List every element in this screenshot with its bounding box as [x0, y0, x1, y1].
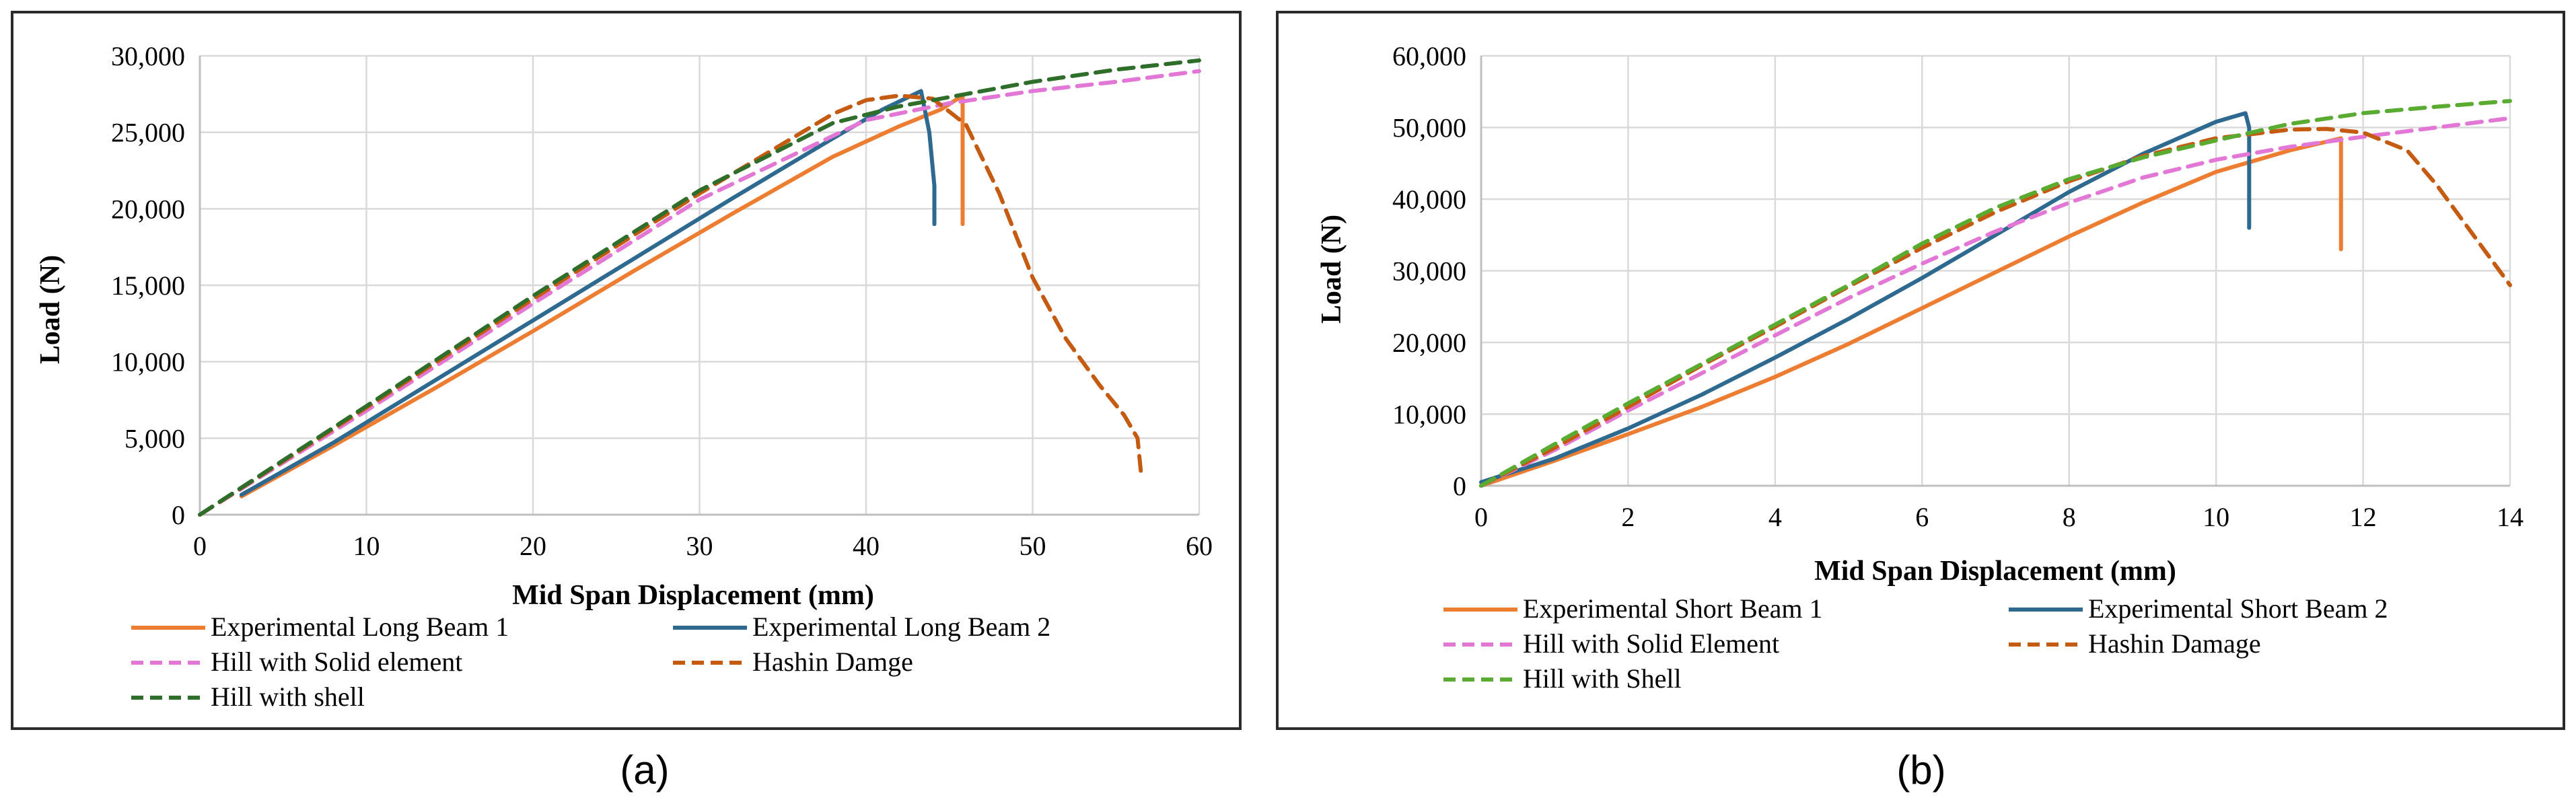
y-tick-label: 50,000: [1392, 113, 1466, 143]
y-tick-label: 0: [1453, 471, 1466, 501]
x-tick-label: 60: [1186, 531, 1213, 561]
series-line-5: [198, 58, 1201, 517]
legend-label-3: Hill with Solid element: [211, 647, 462, 677]
x-tick-label: 8: [2063, 502, 2076, 532]
panel-a-series: [198, 58, 1201, 517]
y-tick-label: 5,000: [124, 423, 185, 453]
legend-label-4: Hashin Damage: [2088, 628, 2261, 659]
x-tick-label: 6: [1915, 502, 1929, 532]
panel-b-y-axis-label: Load (N): [1316, 215, 1347, 324]
legend-label-2: Experimental Long Beam 2: [752, 612, 1050, 642]
y-tick-label: 10,000: [1392, 400, 1466, 430]
legend-label-5: Hill with shell: [211, 682, 365, 712]
x-tick-label: 20: [520, 531, 546, 561]
panel-a-frame: [11, 11, 1242, 730]
series-line-3: [198, 69, 1201, 517]
x-tick-label: 10: [2203, 502, 2229, 532]
x-tick-label: 0: [193, 531, 207, 561]
y-tick-label: 0: [172, 500, 185, 530]
y-tick-label: 10,000: [111, 347, 185, 377]
series-line-1: [1479, 136, 2343, 488]
x-tick-label: 40: [853, 531, 880, 561]
x-tick-label: 14: [2497, 502, 2524, 532]
panel-a: 0 5,000 10,000 15,000 20,000 25,000 30,000 0 10 2…: [11, 11, 1242, 793]
y-tick-label: 60,000: [1392, 41, 1466, 71]
legend-label-3: Hill with Solid Element: [1523, 628, 1779, 659]
series-line-4: [198, 94, 1143, 517]
panel-b: 0 10,000 20,000 30,000 40,000 50,000 60,000 0 2 4…: [1276, 11, 2565, 793]
panel-b-ticks: 0 10,000 20,000 30,000 40,000 50,000 60,000 0 2 4…: [1392, 41, 2524, 532]
y-tick-label: 30,000: [111, 41, 185, 71]
panel-a-gridlines: [199, 54, 1201, 516]
x-tick-label: 0: [1474, 502, 1488, 532]
y-tick-label: 15,000: [111, 270, 185, 301]
x-tick-label: 50: [1019, 531, 1046, 561]
legend-label-1: Experimental Short Beam 1: [1523, 593, 1822, 624]
series-line-2: [239, 89, 937, 497]
y-tick-label: 20,000: [1392, 328, 1466, 358]
y-tick-label: 40,000: [1392, 184, 1466, 215]
panel-a-legend: Experimental Long Beam 1 Experimental Lon…: [131, 612, 1050, 712]
legend-label-1: Experimental Long Beam 1: [211, 612, 509, 642]
panel-a-x-axis-label: Mid Span Displacement (mm): [512, 580, 874, 611]
panel-a-y-axis-label: Load (N): [35, 255, 66, 364]
panel-b-series: [1479, 99, 2512, 488]
x-tick-label: 4: [1768, 502, 1782, 532]
series-line-5: [1479, 99, 2512, 488]
panel-b-caption: (b): [1896, 747, 1945, 793]
x-tick-label: 30: [686, 531, 713, 561]
legend-label-4: Hashin Damge: [752, 647, 913, 677]
y-tick-label: 25,000: [111, 118, 185, 148]
y-tick-label: 20,000: [111, 194, 185, 224]
legend-label-2: Experimental Short Beam 2: [2088, 593, 2388, 624]
x-tick-label: 12: [2350, 502, 2377, 532]
legend-label-5: Hill with Shell: [1523, 663, 1682, 694]
panel-b-x-axis-label: Mid Span Displacement (mm): [1814, 556, 2176, 587]
series-line-3: [1479, 116, 2512, 488]
panel-a-ticks: 0 5,000 10,000 15,000 20,000 25,000 30,000 0 10 2…: [111, 41, 1213, 561]
x-tick-label: 10: [353, 531, 380, 561]
y-tick-label: 30,000: [1392, 256, 1466, 287]
series-line-2: [1479, 111, 2252, 484]
panel-b-legend: Experimental Short Beam 1 Experimental Sh…: [1443, 593, 2388, 694]
x-tick-label: 2: [1621, 502, 1635, 532]
panel-a-caption: (a): [620, 747, 669, 793]
